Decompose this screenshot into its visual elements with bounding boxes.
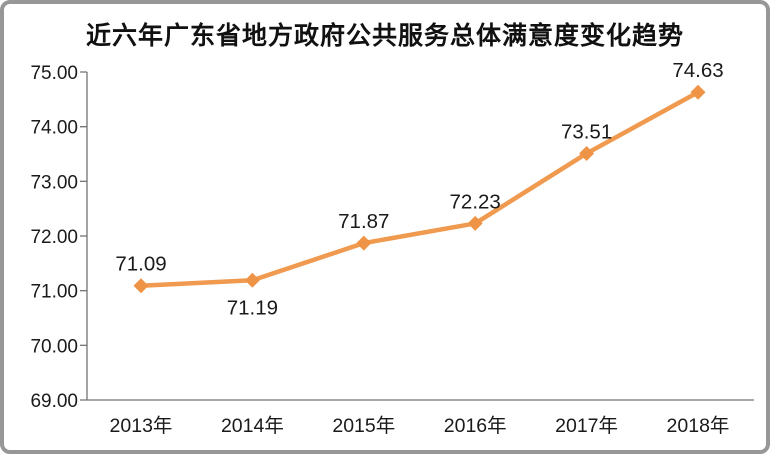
x-axis-label: 2013年 bbox=[110, 415, 173, 437]
y-axis-label: 69.00 bbox=[30, 391, 78, 412]
y-axis-label: 73.00 bbox=[30, 172, 78, 193]
data-point-marker bbox=[690, 84, 706, 100]
data-point-marker bbox=[579, 145, 595, 161]
y-axis-label: 75.00 bbox=[30, 63, 78, 84]
x-axis-label: 2017年 bbox=[555, 415, 618, 437]
data-label: 71.19 bbox=[227, 296, 278, 319]
line-chart: 69.00 70.00 71.00 72.00 73.00 74.00 75.00 2013年… bbox=[30, 59, 754, 437]
x-axis-label: 2016年 bbox=[444, 415, 507, 437]
x-axis-label: 2014年 bbox=[221, 415, 284, 437]
y-axis-label: 70.00 bbox=[30, 336, 78, 357]
data-point-marker bbox=[467, 215, 483, 231]
data-label: 74.63 bbox=[672, 59, 723, 82]
data-label: 71.09 bbox=[115, 253, 166, 276]
data-label: 71.87 bbox=[338, 210, 389, 233]
y-axis-label: 71.00 bbox=[30, 282, 78, 303]
y-axis-label: 72.00 bbox=[30, 227, 78, 248]
x-axis-label: 2015年 bbox=[332, 415, 395, 437]
y-axis-label: 74.00 bbox=[30, 118, 78, 139]
x-axis-label: 2018年 bbox=[667, 415, 730, 437]
data-label: 72.23 bbox=[450, 190, 501, 213]
data-point-marker bbox=[244, 272, 260, 288]
chart-title: 近六年广东省地方政府公共服务总体满意度变化趋势 bbox=[85, 21, 684, 50]
trend-line bbox=[138, 89, 701, 288]
data-point-marker bbox=[356, 235, 372, 251]
data-label: 73.51 bbox=[561, 120, 612, 143]
data-point-marker bbox=[133, 278, 149, 294]
